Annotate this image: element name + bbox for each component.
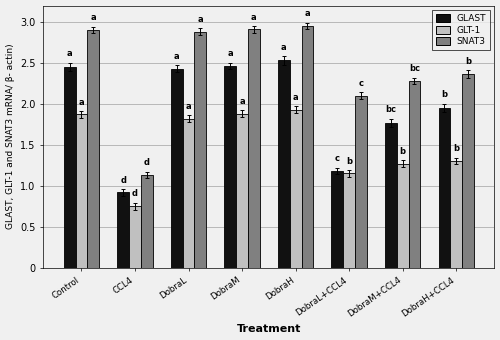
- Bar: [462, 74, 474, 268]
- Text: d: d: [120, 175, 126, 185]
- Bar: [194, 32, 206, 268]
- Bar: [408, 81, 420, 268]
- Bar: [182, 119, 194, 268]
- Text: a: a: [198, 15, 203, 24]
- Bar: [248, 29, 260, 268]
- Text: b: b: [442, 90, 448, 99]
- Bar: [76, 115, 88, 268]
- Bar: [224, 66, 236, 268]
- Text: a: a: [281, 43, 286, 52]
- Bar: [355, 96, 367, 268]
- Bar: [332, 171, 344, 268]
- Bar: [385, 123, 397, 268]
- Text: a: a: [186, 102, 192, 111]
- Text: d: d: [144, 158, 150, 167]
- Text: c: c: [335, 154, 340, 163]
- Bar: [171, 69, 182, 268]
- Legend: GLAST, GLT-1, SNAT3: GLAST, GLT-1, SNAT3: [432, 10, 490, 50]
- Bar: [344, 173, 355, 268]
- X-axis label: Treatment: Treatment: [236, 324, 301, 335]
- Bar: [302, 26, 314, 268]
- Text: c: c: [358, 79, 364, 88]
- Text: a: a: [174, 52, 180, 61]
- Bar: [64, 67, 76, 268]
- Bar: [278, 61, 289, 268]
- Bar: [88, 30, 99, 268]
- Bar: [438, 108, 450, 268]
- Bar: [450, 161, 462, 268]
- Bar: [290, 109, 302, 268]
- Text: bc: bc: [386, 105, 396, 114]
- Text: a: a: [67, 49, 72, 58]
- Bar: [129, 206, 141, 268]
- Text: a: a: [90, 13, 96, 22]
- Text: b: b: [400, 147, 406, 156]
- Bar: [141, 175, 152, 268]
- Text: a: a: [293, 93, 298, 102]
- Text: b: b: [454, 144, 460, 153]
- Text: b: b: [346, 157, 352, 166]
- Text: bc: bc: [409, 64, 420, 73]
- Text: a: a: [228, 49, 233, 58]
- Text: d: d: [132, 189, 138, 199]
- Text: a: a: [240, 97, 245, 106]
- Text: a: a: [78, 98, 84, 107]
- Bar: [236, 114, 248, 268]
- Bar: [397, 164, 408, 268]
- Bar: [118, 192, 129, 268]
- Text: b: b: [465, 57, 471, 66]
- Y-axis label: GLAST, GLT-1 and SNAT3 mRNA/ β- actin): GLAST, GLT-1 and SNAT3 mRNA/ β- actin): [6, 44, 15, 230]
- Text: a: a: [304, 9, 310, 18]
- Text: a: a: [251, 13, 256, 21]
